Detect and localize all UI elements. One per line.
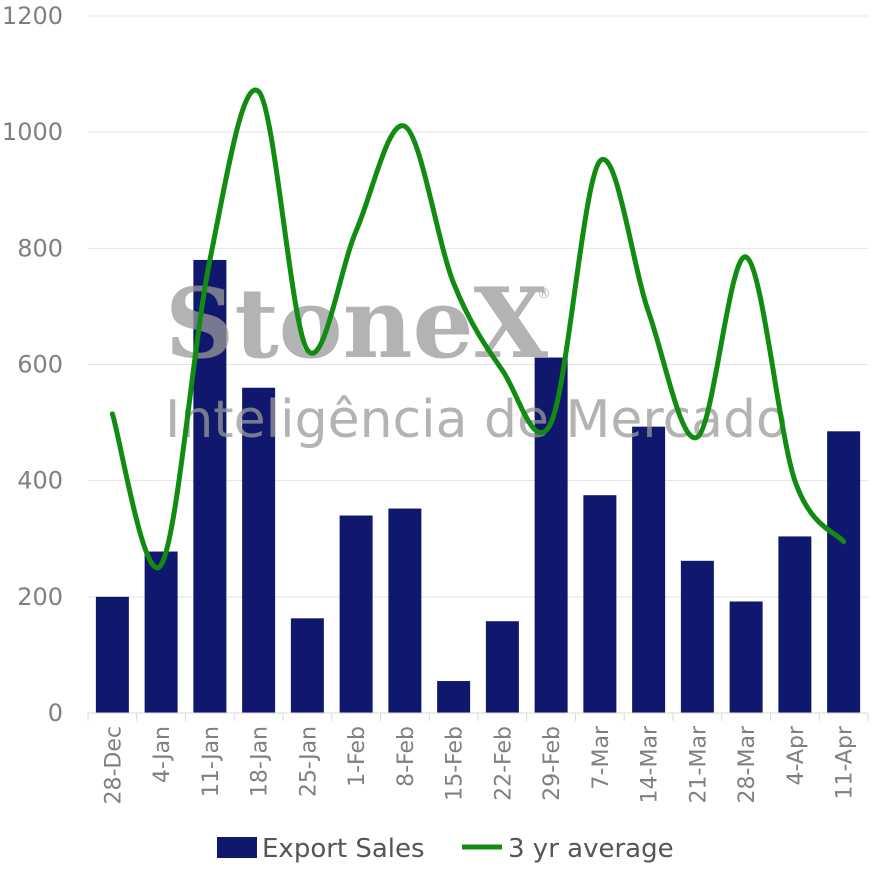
watermark-logo: StoneX xyxy=(165,267,549,380)
x-tick-label: 21-Mar xyxy=(686,725,711,803)
x-tick-label: 11-Jan xyxy=(199,726,224,797)
x-tick-label: 22-Feb xyxy=(491,726,516,801)
x-tick-label: 8-Feb xyxy=(394,726,419,787)
legend-label-export-sales: Export Sales xyxy=(262,834,425,864)
x-tick-label: 28-Dec xyxy=(101,726,126,805)
x-tick-label: 18-Jan xyxy=(248,726,273,797)
export-sales-bar xyxy=(729,601,763,713)
y-tick-label: 600 xyxy=(17,351,63,379)
y-axis-ticks: 0 200 400 600 800 1000 1200 xyxy=(2,2,63,727)
x-tick-label: 7-Mar xyxy=(589,725,614,789)
export-sales-bar xyxy=(632,426,666,713)
y-tick-label: 200 xyxy=(17,583,63,611)
export-sales-bar xyxy=(827,431,861,713)
y-tick-label: 1200 xyxy=(2,2,63,30)
y-tick-label: 800 xyxy=(17,234,63,262)
x-axis-ticks: 28-Dec 4-Jan 11-Jan 18-Jan 25-Jan 1-Feb 8-Feb 1… xyxy=(87,713,869,805)
export-sales-bar xyxy=(437,681,471,713)
legend-swatch-export-sales xyxy=(217,837,257,858)
x-tick-label: 1-Feb xyxy=(345,726,370,787)
y-tick-label: 1000 xyxy=(2,118,63,146)
x-tick-label: 28-Mar xyxy=(735,725,760,803)
x-tick-label: 11-Apr xyxy=(833,725,858,799)
export-sales-bar xyxy=(680,560,714,713)
export-sales-bar xyxy=(290,618,324,713)
export-sales-bars xyxy=(95,259,861,713)
watermark: StoneX ® Inteligência de Mercado xyxy=(165,267,788,450)
y-tick-label: 0 xyxy=(48,699,63,727)
x-tick-label: 15-Feb xyxy=(443,726,468,801)
x-tick-label: 4-Apr xyxy=(784,725,809,785)
legend: Export Sales 3 yr average xyxy=(217,834,674,864)
y-tick-label: 400 xyxy=(17,467,63,495)
x-tick-label: 29-Feb xyxy=(540,726,565,801)
x-tick-label: 25-Jan xyxy=(296,726,321,797)
export-sales-bar xyxy=(339,515,373,713)
export-sales-bar xyxy=(388,508,422,713)
three-year-average-line xyxy=(109,87,847,571)
export-sales-bar xyxy=(583,495,617,713)
export-sales-bar xyxy=(778,536,812,713)
x-tick-label: 4-Jan xyxy=(150,726,175,783)
export-sales-bar xyxy=(485,621,519,713)
watermark-subtitle: Inteligência de Mercado xyxy=(165,390,788,450)
watermark-registered-mark: ® xyxy=(537,286,551,302)
x-tick-label: 14-Mar xyxy=(638,725,663,803)
export-sales-bar xyxy=(144,551,178,713)
legend-label-three-year-average: 3 yr average xyxy=(508,834,674,864)
export-sales-bar xyxy=(95,596,129,713)
export-sales-bar xyxy=(242,387,276,713)
